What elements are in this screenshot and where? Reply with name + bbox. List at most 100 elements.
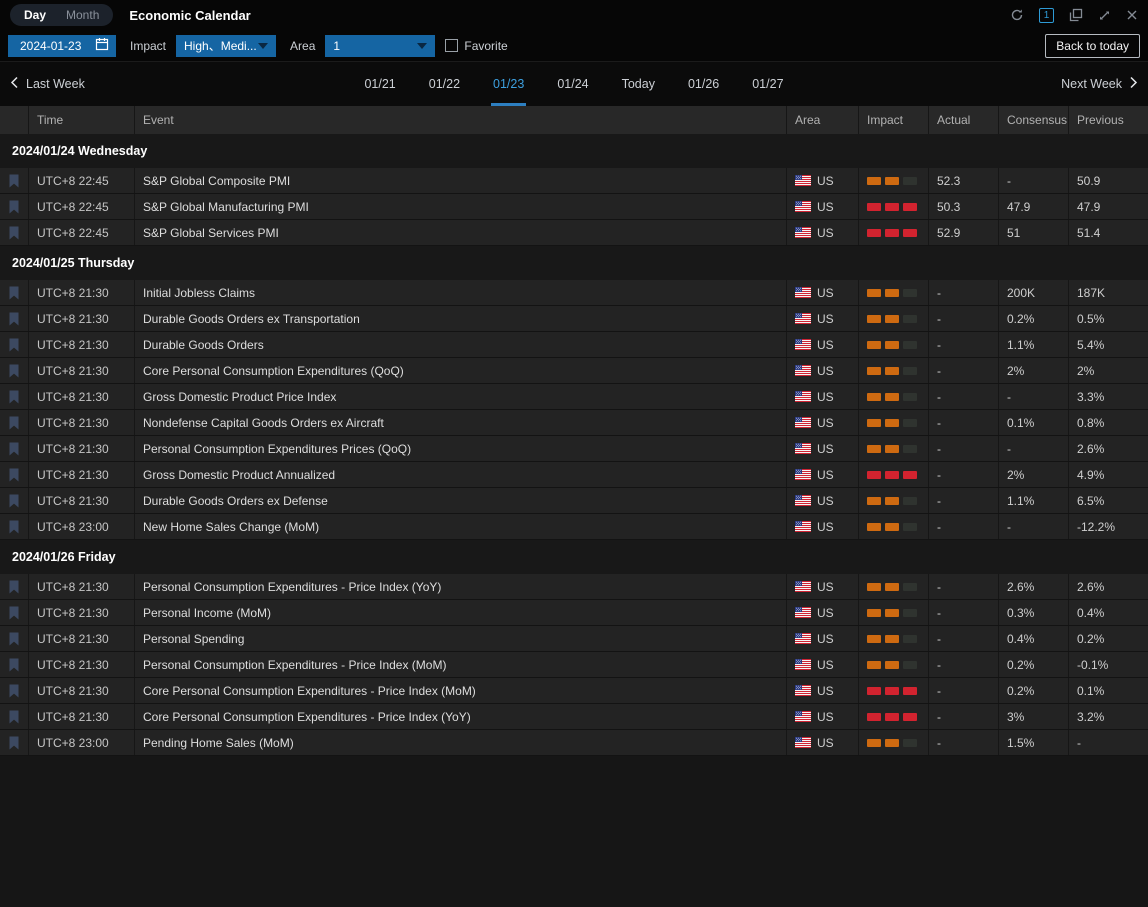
event-row[interactable]: UTC+8 21:30 Nondefense Capital Goods Ord… [0,410,1148,436]
bookmark-icon [9,658,19,671]
area-label: US [817,709,834,724]
impact-bar [885,366,899,375]
bookmark-cell[interactable] [0,280,28,305]
restore-icon[interactable] [1069,8,1083,22]
event-row[interactable]: UTC+8 21:30 Gross Domestic Product Annua… [0,462,1148,488]
week-day-tab[interactable]: 01/27 [749,62,786,106]
row-impact [858,194,928,219]
week-day-label: Today [621,77,655,91]
impact-select[interactable]: High、Medi... [176,34,277,57]
bookmark-cell[interactable] [0,220,28,245]
event-row[interactable]: UTC+8 21:30 Core Personal Consumption Ex… [0,358,1148,384]
column-header-event: Event [134,106,786,134]
bookmark-icon [9,606,19,619]
group-date: 2024/01/26 Friday [12,550,116,564]
bookmark-cell[interactable] [0,358,28,383]
favorite-filter[interactable]: Favorite [445,38,508,53]
bookmark-cell[interactable] [0,574,28,599]
bookmark-cell[interactable] [0,514,28,539]
week-day-tab[interactable]: 01/22 [426,62,463,106]
event-row[interactable]: UTC+8 23:00 New Home Sales Change (MoM) … [0,514,1148,540]
row-previous: 0.1% [1068,678,1148,703]
bookmark-icon [9,338,19,351]
row-time: UTC+8 21:30 [28,626,134,651]
row-impact [858,678,928,703]
bookmark-cell[interactable] [0,384,28,409]
event-row[interactable]: UTC+8 21:30 Personal Income (MoM) US - 0… [0,600,1148,626]
bookmark-cell[interactable] [0,488,28,513]
bookmark-cell[interactable] [0,678,28,703]
impact-bar [885,712,899,721]
week-day-tab[interactable]: 01/21 [361,62,398,106]
favorite-label: Favorite [464,38,508,53]
filter-bar: 2024-01-23 Impact High、Medi... Area 1 Fa… [0,30,1148,62]
event-row[interactable]: UTC+8 21:30 Personal Consumption Expendi… [0,574,1148,600]
impact-bar [867,202,881,211]
panel-count-badge[interactable]: 1 [1039,7,1054,23]
refresh-icon[interactable] [1010,8,1024,22]
row-impact [858,626,928,651]
row-time: UTC+8 23:00 [28,514,134,539]
tab-day[interactable]: Day [15,7,55,23]
row-time: UTC+8 21:30 [28,488,134,513]
bookmark-icon [9,416,19,429]
impact-bar [903,660,917,669]
column-header-consensus: Consensus [998,106,1068,134]
row-consensus: 0.2% [998,678,1068,703]
event-row[interactable]: UTC+8 21:30 Personal Consumption Expendi… [0,652,1148,678]
event-row[interactable]: UTC+8 21:30 Durable Goods Orders ex Defe… [0,488,1148,514]
event-row[interactable]: UTC+8 21:30 Core Personal Consumption Ex… [0,704,1148,730]
event-row[interactable]: UTC+8 22:45 S&P Global Composite PMI US … [0,168,1148,194]
bookmark-cell[interactable] [0,436,28,461]
us-flag-icon [795,711,811,722]
week-day-tab[interactable]: 01/23 [490,62,527,106]
event-row[interactable]: UTC+8 21:30 Personal Spending US - 0.4% … [0,626,1148,652]
date-picker[interactable]: 2024-01-23 [8,34,116,57]
row-area: US [786,168,858,193]
bookmark-cell[interactable] [0,600,28,625]
bookmark-cell[interactable] [0,306,28,331]
row-actual: - [928,626,998,651]
week-day-tab[interactable]: 01/24 [554,62,591,106]
event-row[interactable]: UTC+8 23:00 Pending Home Sales (MoM) US … [0,730,1148,756]
event-row[interactable]: UTC+8 22:45 S&P Global Manufacturing PMI… [0,194,1148,220]
back-to-today-button[interactable]: Back to today [1045,33,1140,58]
event-row[interactable]: UTC+8 21:30 Core Personal Consumption Ex… [0,678,1148,704]
bookmark-cell[interactable] [0,332,28,357]
week-day-tab[interactable]: Today [619,62,658,106]
event-row[interactable]: UTC+8 21:30 Personal Consumption Expendi… [0,436,1148,462]
event-row[interactable]: UTC+8 21:30 Gross Domestic Product Price… [0,384,1148,410]
bookmark-cell[interactable] [0,168,28,193]
impact-bar [867,686,881,695]
impact-bar [903,712,917,721]
chevron-down-icon [258,42,269,49]
event-row[interactable]: UTC+8 21:30 Durable Goods Orders ex Tran… [0,306,1148,332]
bookmark-cell[interactable] [0,730,28,755]
row-impact [858,168,928,193]
last-week-button[interactable]: Last Week [10,76,85,92]
bookmark-cell[interactable] [0,194,28,219]
event-row[interactable]: UTC+8 22:45 S&P Global Services PMI US 5… [0,220,1148,246]
next-week-button[interactable]: Next Week [1061,76,1138,92]
area-select[interactable]: 1 [325,34,436,57]
bookmark-cell[interactable] [0,410,28,435]
week-day-tab[interactable]: 01/26 [685,62,722,106]
row-time: UTC+8 21:30 [28,652,134,677]
row-impact [858,410,928,435]
close-icon[interactable] [1126,9,1138,21]
area-label: US [817,225,834,240]
tab-month[interactable]: Month [57,7,108,23]
favorite-checkbox[interactable] [445,39,459,52]
row-previous: 0.4% [1068,600,1148,625]
row-previous: 0.2% [1068,626,1148,651]
row-previous: 2.6% [1068,574,1148,599]
expand-icon[interactable] [1098,9,1111,22]
bookmark-cell[interactable] [0,652,28,677]
bookmark-cell[interactable] [0,704,28,729]
bookmark-cell[interactable] [0,626,28,651]
group-date: 2024/01/24 Wednesday [12,144,148,158]
event-row[interactable]: UTC+8 21:30 Durable Goods Orders US - 1.… [0,332,1148,358]
date-group-header: 2024/01/24 Wednesday [0,134,1148,168]
event-row[interactable]: UTC+8 21:30 Initial Jobless Claims US - … [0,280,1148,306]
bookmark-cell[interactable] [0,462,28,487]
